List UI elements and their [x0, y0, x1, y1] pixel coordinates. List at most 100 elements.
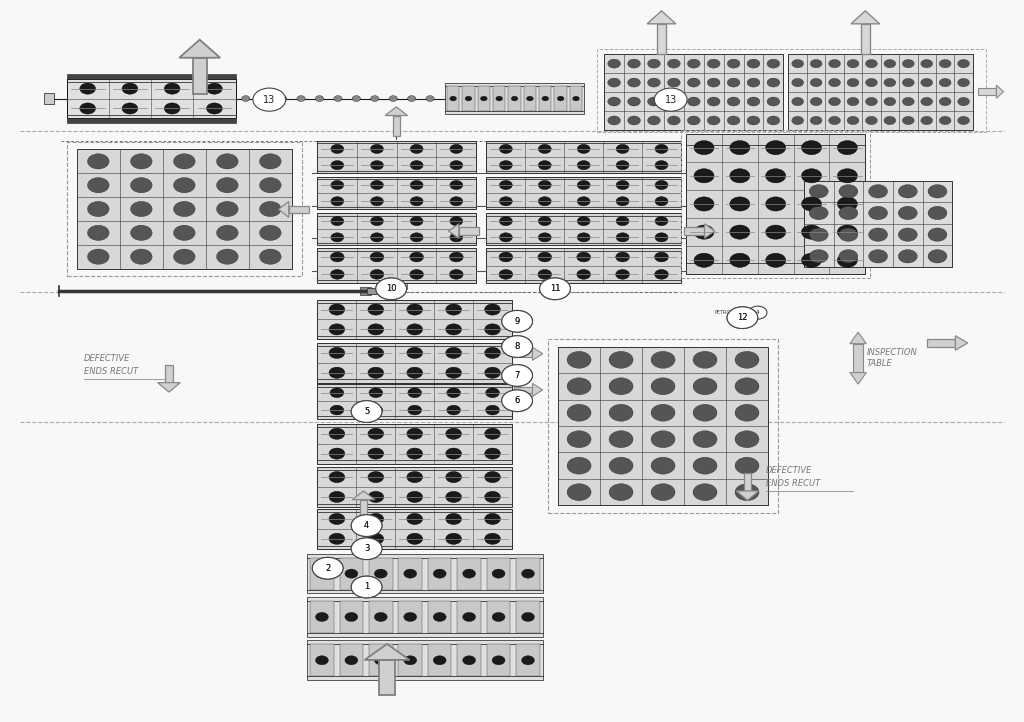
Text: TABLE: TABLE	[866, 360, 892, 368]
Circle shape	[749, 306, 767, 319]
Circle shape	[607, 116, 621, 125]
Circle shape	[130, 178, 153, 193]
Text: ENDS RECUT: ENDS RECUT	[766, 479, 820, 488]
Circle shape	[539, 180, 551, 190]
Circle shape	[828, 116, 841, 125]
Circle shape	[526, 96, 534, 101]
Text: 13: 13	[263, 95, 275, 105]
Circle shape	[502, 390, 532, 412]
Circle shape	[502, 336, 532, 357]
Circle shape	[122, 103, 138, 114]
Circle shape	[368, 534, 384, 544]
Circle shape	[407, 534, 423, 544]
Circle shape	[616, 160, 629, 170]
Circle shape	[259, 154, 282, 169]
Circle shape	[369, 388, 383, 398]
Text: 10: 10	[386, 284, 396, 293]
Circle shape	[450, 252, 463, 262]
Circle shape	[164, 83, 180, 94]
Circle shape	[868, 228, 888, 241]
Circle shape	[351, 576, 382, 598]
Bar	[788, 54, 973, 130]
Circle shape	[668, 78, 680, 87]
Polygon shape	[927, 339, 955, 347]
Circle shape	[331, 144, 344, 154]
Circle shape	[748, 97, 760, 106]
Circle shape	[647, 78, 660, 87]
Circle shape	[352, 95, 360, 102]
Text: 12: 12	[737, 313, 748, 322]
Circle shape	[445, 347, 462, 358]
Circle shape	[331, 269, 344, 279]
Circle shape	[810, 116, 822, 125]
Circle shape	[407, 513, 423, 524]
Bar	[569, 86, 582, 111]
Bar	[458, 557, 481, 589]
Circle shape	[540, 278, 570, 300]
Circle shape	[450, 196, 463, 206]
Circle shape	[122, 83, 138, 94]
Polygon shape	[736, 491, 759, 500]
Bar	[310, 557, 334, 589]
Bar	[317, 509, 512, 549]
Circle shape	[315, 95, 324, 102]
Circle shape	[647, 116, 660, 125]
Polygon shape	[459, 227, 479, 235]
Circle shape	[792, 116, 804, 125]
Circle shape	[735, 457, 759, 474]
Circle shape	[450, 180, 463, 190]
Circle shape	[802, 141, 821, 155]
Circle shape	[130, 249, 153, 264]
Bar	[477, 86, 490, 111]
Circle shape	[411, 217, 423, 226]
Polygon shape	[647, 11, 676, 24]
Circle shape	[802, 197, 821, 211]
Circle shape	[259, 178, 282, 193]
Circle shape	[411, 160, 423, 170]
Circle shape	[502, 310, 532, 332]
Circle shape	[368, 513, 384, 524]
Circle shape	[748, 78, 760, 87]
Circle shape	[693, 352, 717, 368]
Circle shape	[921, 79, 933, 87]
Circle shape	[792, 97, 804, 105]
Bar	[516, 601, 540, 632]
Circle shape	[809, 228, 828, 241]
Bar	[369, 644, 392, 676]
Circle shape	[687, 116, 700, 125]
Circle shape	[616, 196, 629, 206]
Circle shape	[484, 492, 501, 503]
Circle shape	[727, 307, 758, 329]
Circle shape	[694, 197, 714, 211]
Circle shape	[838, 141, 857, 155]
Circle shape	[500, 196, 512, 206]
Circle shape	[616, 144, 629, 154]
Circle shape	[839, 206, 858, 219]
Circle shape	[499, 252, 513, 262]
Circle shape	[368, 324, 384, 335]
Circle shape	[216, 154, 239, 169]
Circle shape	[351, 401, 382, 422]
Circle shape	[87, 154, 110, 169]
Circle shape	[957, 59, 970, 68]
Circle shape	[902, 59, 914, 68]
Bar	[446, 86, 459, 111]
Bar	[67, 79, 236, 118]
Circle shape	[540, 278, 570, 300]
Circle shape	[865, 97, 878, 105]
Circle shape	[847, 59, 859, 68]
Circle shape	[331, 180, 344, 190]
Circle shape	[403, 612, 417, 622]
Circle shape	[445, 304, 462, 315]
Circle shape	[216, 178, 239, 193]
Circle shape	[693, 378, 717, 395]
Circle shape	[502, 310, 532, 332]
Circle shape	[253, 88, 286, 111]
Circle shape	[809, 206, 828, 219]
Circle shape	[668, 59, 680, 68]
Circle shape	[735, 404, 759, 421]
Bar	[67, 118, 236, 123]
Circle shape	[898, 250, 918, 263]
Circle shape	[445, 471, 462, 482]
Circle shape	[693, 484, 717, 500]
